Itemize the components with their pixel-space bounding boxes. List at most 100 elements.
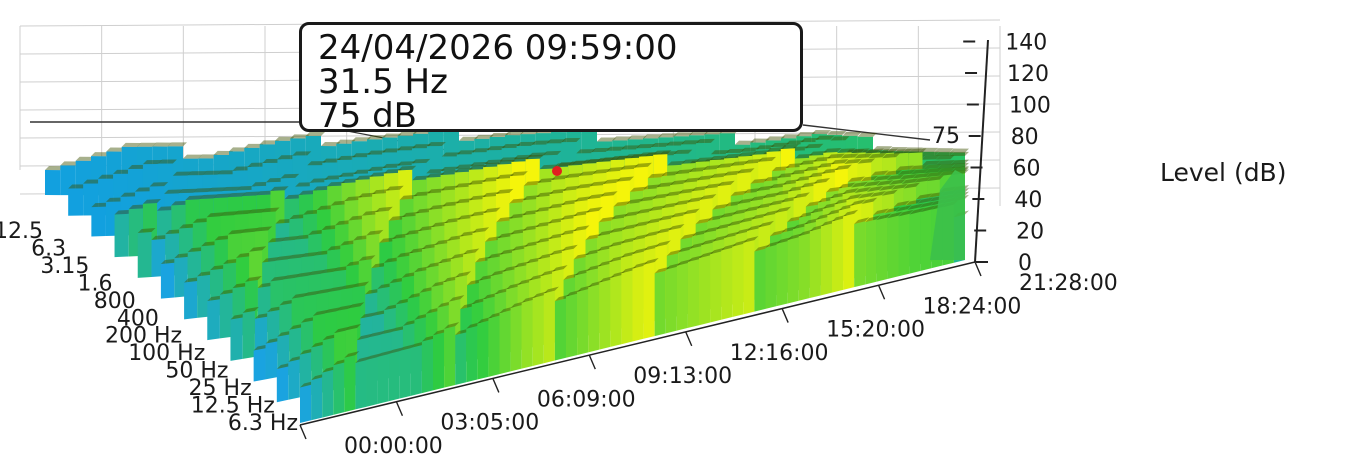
frequency-tick-label: 200 Hz <box>105 324 182 349</box>
surface-cell-top <box>775 206 792 213</box>
surface-cell-top <box>793 192 810 199</box>
surface-cell-top <box>670 179 688 185</box>
surface-cell-top <box>316 205 335 211</box>
highlight-marker[interactable] <box>552 166 562 176</box>
surface-cell-top <box>548 217 565 224</box>
surface-cell-top <box>244 143 264 148</box>
surface-cell-top <box>499 248 517 255</box>
surface-cell-top <box>517 278 534 285</box>
surface-cell-top <box>283 273 300 280</box>
surface-cell-top <box>610 155 629 161</box>
time-tick-mark <box>781 308 789 323</box>
surface-cell-top <box>236 252 254 258</box>
surface-cell <box>230 317 243 361</box>
time-tick-mark <box>974 261 982 277</box>
surface-cell <box>599 279 611 350</box>
surface-cell-top <box>769 182 787 189</box>
surface-cell-top <box>149 182 169 187</box>
surface-cell-top <box>187 171 207 176</box>
surface-cell-top <box>732 239 748 247</box>
surface-cell-top <box>542 150 562 156</box>
surface-cell-top <box>98 174 118 179</box>
surface-cell-top <box>521 295 537 303</box>
surface-cell-top <box>908 148 927 154</box>
surface-cell-top <box>787 215 804 223</box>
surface-cell-top <box>935 151 955 156</box>
surface-cell-top <box>656 227 673 234</box>
surface-cell-top <box>360 312 377 319</box>
surface-cell-top <box>392 233 410 239</box>
surface-cell-top <box>725 148 745 154</box>
surface-cell-top <box>447 235 464 241</box>
surface-cell-top <box>886 174 904 181</box>
surface-cell-top <box>865 148 884 154</box>
surface-cell-top <box>643 258 659 265</box>
surface-cell-top <box>609 255 625 263</box>
surface-cell-top <box>68 184 88 189</box>
surface-cell-top <box>314 250 332 256</box>
surface-cell-top <box>254 312 272 319</box>
surface-cell-top <box>289 214 308 220</box>
surface-cell-top <box>868 153 887 159</box>
time-tick-label: 21:28:00 <box>1019 271 1118 296</box>
surface-cell-top <box>887 211 903 219</box>
surface-cell-top <box>509 213 527 219</box>
frequency-tick-label: 25 Hz <box>189 376 252 401</box>
surface-cell-top <box>338 172 358 177</box>
surface-cell-top <box>935 155 955 160</box>
surface-cell-top <box>785 140 805 145</box>
surface-cell-top <box>245 276 262 282</box>
surface-cell-top <box>267 306 284 312</box>
surface-cell-top <box>202 170 222 175</box>
surface-cell-top <box>624 153 643 159</box>
surface-cell-top <box>230 313 247 320</box>
surface-cell-top <box>142 159 162 165</box>
surface-cell-top <box>292 151 312 156</box>
surface-cell-top <box>610 271 626 278</box>
z-axis-label: Level (dB) <box>1160 158 1287 187</box>
surface-cell-top <box>561 229 578 236</box>
surface-cell-top <box>257 282 275 288</box>
surface-cell-top <box>701 238 717 246</box>
surface-cell-top <box>798 229 814 237</box>
surface-cell <box>184 281 198 320</box>
surface-cell <box>787 237 799 304</box>
surface-cell-top <box>673 149 693 154</box>
surface-cell-top <box>284 194 303 200</box>
surface-cell-top <box>727 219 744 227</box>
surface-right-face <box>930 170 965 260</box>
surface-cell-top <box>822 202 839 209</box>
surface-cell-top <box>611 213 629 220</box>
surface-cell-top <box>178 188 198 194</box>
surface-cell-top <box>888 147 908 152</box>
surface-cell-top <box>905 199 922 206</box>
surface-cell-top <box>919 201 935 208</box>
surface-cell-top <box>187 246 206 253</box>
surface-cell-top <box>815 213 832 220</box>
surface-cell-top <box>750 138 770 143</box>
surface-cell-top <box>411 158 431 164</box>
surface-cell-top <box>358 192 377 198</box>
surface-cell-top <box>665 190 683 197</box>
surface-cell-top <box>794 153 814 159</box>
surface-cell-top <box>896 165 914 171</box>
frequency-tick-label: 800 <box>94 289 136 314</box>
level-tick-label: 20 <box>1016 220 1044 245</box>
surface-cell-top <box>871 170 889 176</box>
surface-cell-top <box>689 242 706 249</box>
frequency-tick-label: 100 Hz <box>128 341 205 366</box>
surface-cell-top <box>661 171 680 177</box>
frequency-tick-label: 400 <box>117 306 159 331</box>
surface-cell-top <box>367 150 387 155</box>
surface-cell-top <box>762 192 780 199</box>
surface-cell-top <box>621 145 641 150</box>
surface-cell-top <box>548 233 565 240</box>
surface-cell-top <box>152 142 172 147</box>
surface-cell-top <box>164 189 183 194</box>
surface-cell-top <box>696 175 715 181</box>
surface-cell-top <box>586 206 603 213</box>
surface-cell-top <box>576 183 594 189</box>
frequency-tick-label: 12.5 Hz <box>191 394 275 419</box>
surface-cell-top <box>771 166 790 172</box>
surface-cell-top <box>681 159 700 164</box>
